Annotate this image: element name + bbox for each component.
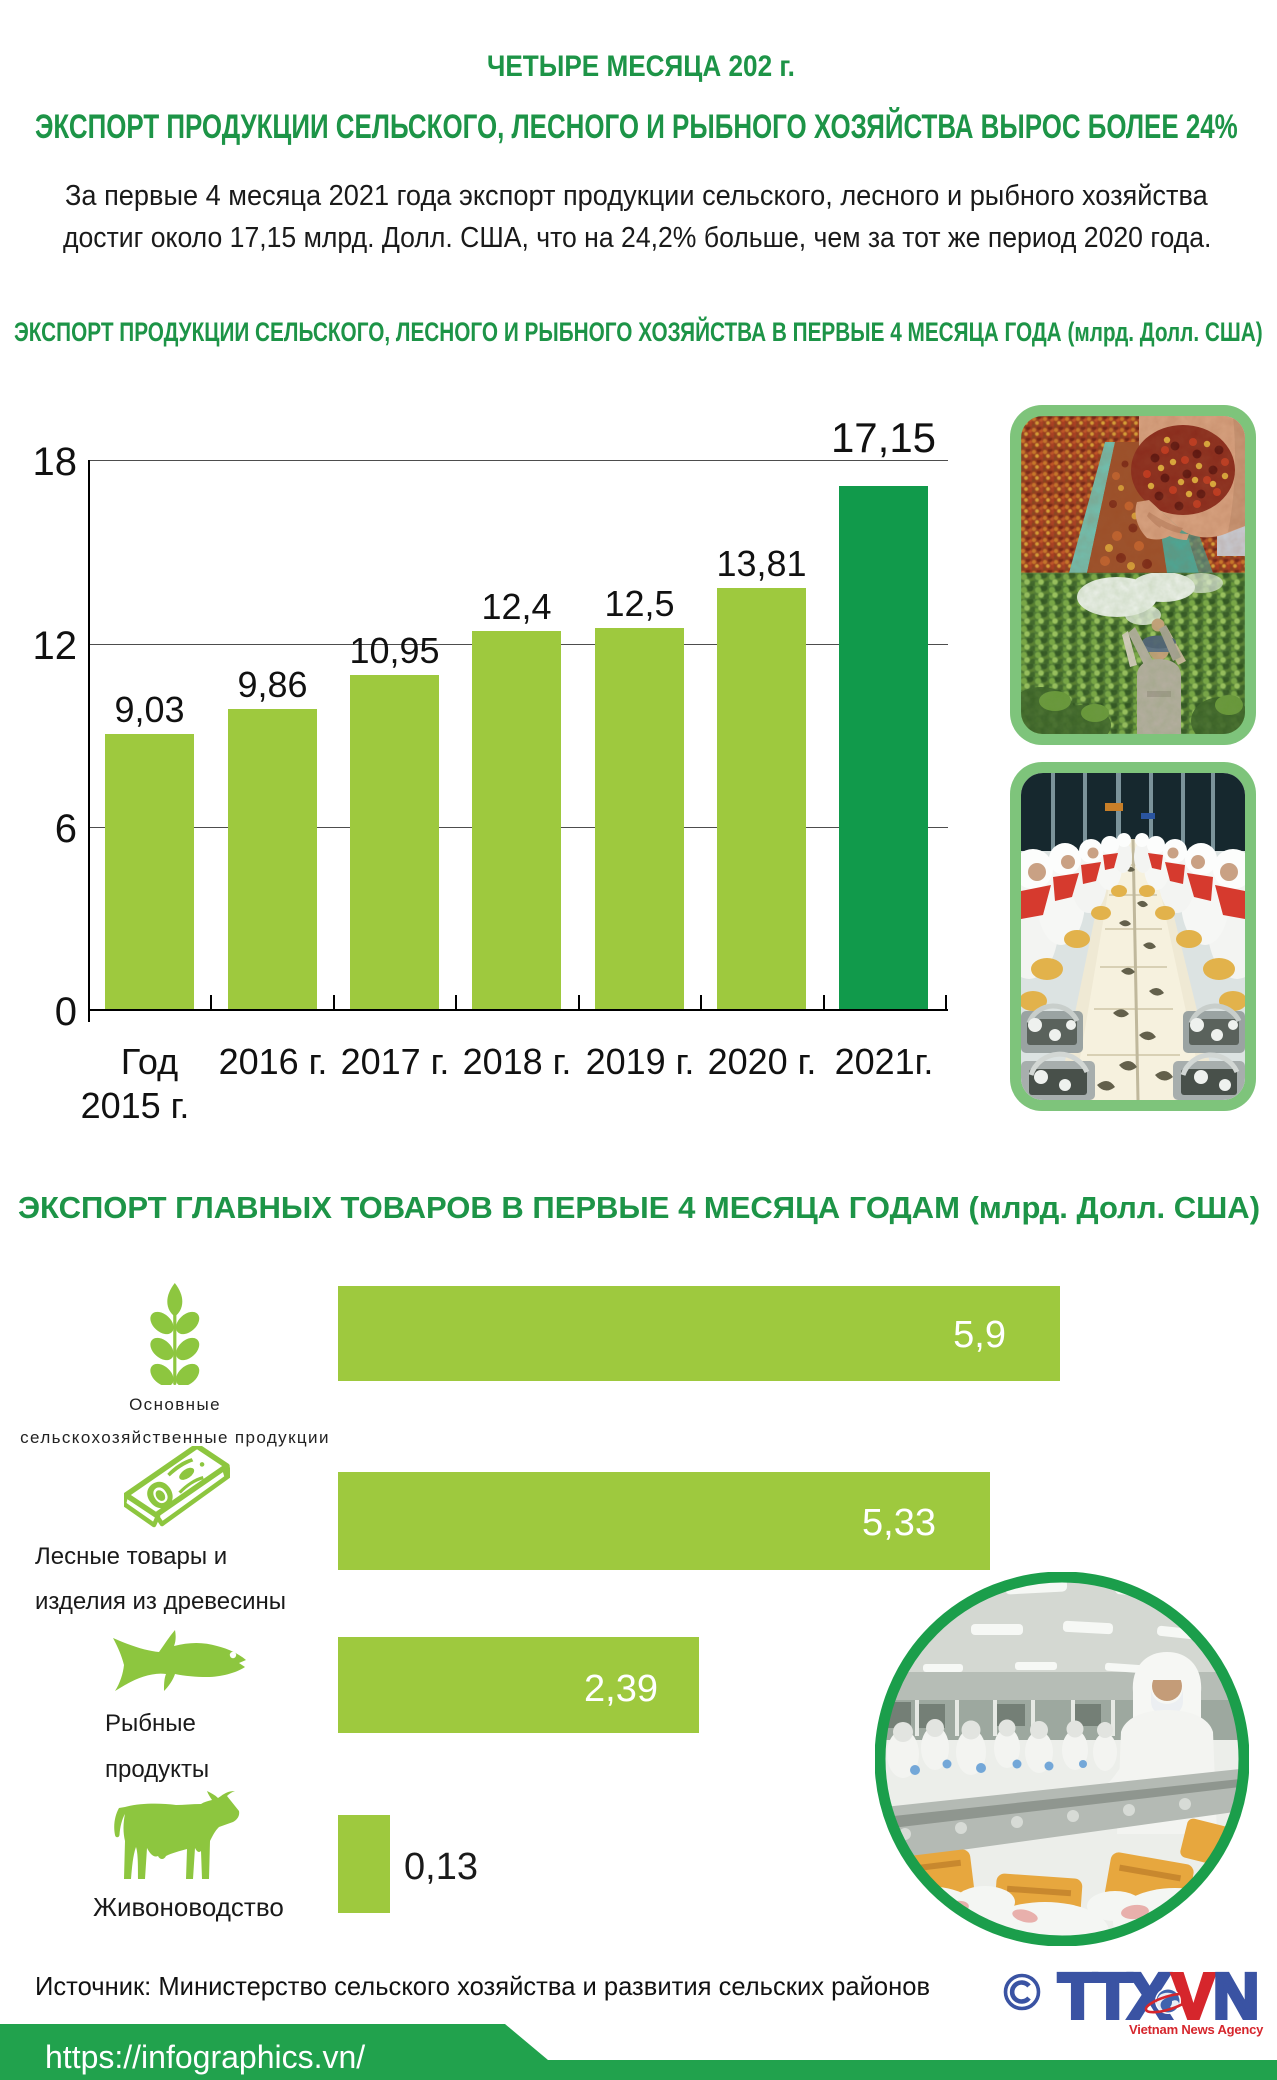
svg-text:https://infographics.vn/: https://infographics.vn/ <box>45 2039 365 2075</box>
svg-text:Vietnam News Agency: Vietnam News Agency <box>1129 2022 1264 2037</box>
svg-text:N: N <box>1213 1962 1255 2032</box>
